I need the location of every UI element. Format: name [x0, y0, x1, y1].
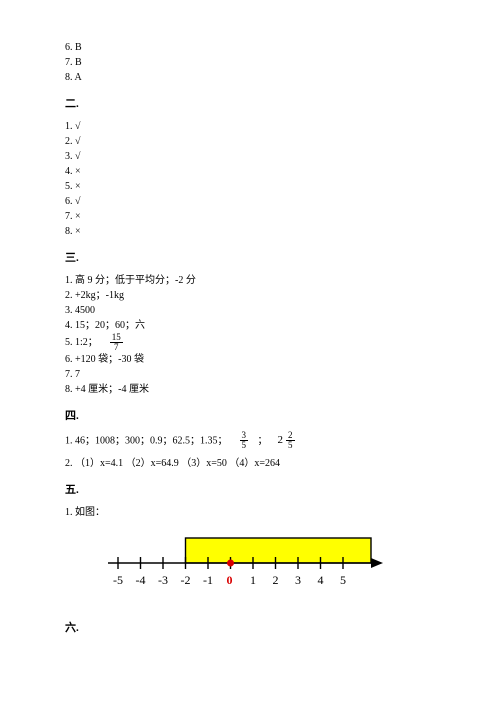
svg-text:-3: -3 [158, 573, 168, 587]
sec3-itemA-2: 3. 4500 [65, 303, 435, 318]
number-line-svg: -5 -4 -3 -2 -1 0 1 2 3 4 5 [100, 532, 395, 602]
sec3-itemB-0: 6. +120 袋；-30 袋 [65, 352, 435, 367]
sec3-item5: 5. 1:2； 15 7 [65, 333, 435, 352]
number-line: -5 -4 -3 -2 -1 0 1 2 3 4 5 [100, 532, 435, 605]
sec3-item5-prefix: 5. 1:2； [65, 337, 98, 348]
svg-text:2: 2 [273, 573, 279, 587]
sec3-itemA-3: 4. 15；20；60；六 [65, 318, 435, 333]
sec3-itemB-1: 7. 7 [65, 367, 435, 382]
top-answer-2: 8. A [65, 70, 435, 85]
svg-text:-2: -2 [181, 573, 191, 587]
sec5-line1: 1. 如图： [65, 505, 435, 520]
section-2-head: 二. [65, 95, 435, 111]
section-4-head: 四. [65, 407, 435, 423]
svg-text:3: 3 [295, 573, 301, 587]
sec4-frac1-den: 5 [240, 441, 249, 450]
sec4-line1: 1. 46；1008；300；0.9；62.5；1.35； 3 5 ； 2 2 … [65, 431, 435, 450]
svg-text:5: 5 [340, 573, 346, 587]
top-answer-0: 6. B [65, 40, 435, 55]
sec3-frac-den: 7 [110, 343, 123, 352]
sec3-itemB-2: 8. +4 厘米；-4 厘米 [65, 382, 435, 397]
sec2-item-3: 4. × [65, 164, 435, 179]
svg-text:4: 4 [318, 573, 324, 587]
sec4-frac1: 3 5 [240, 431, 249, 450]
sec2-item-2: 3. √ [65, 149, 435, 164]
sec4-line1-prefix: 1. 46；1008；300；0.9；62.5；1.35； [65, 435, 228, 446]
svg-text:0: 0 [227, 573, 233, 587]
section-6-head: 六. [65, 619, 435, 635]
svg-text:-4: -4 [136, 573, 146, 587]
sec4-mixed-den: 5 [286, 441, 295, 450]
section-5-head: 五. [65, 481, 435, 497]
svg-text:-5: -5 [113, 573, 123, 587]
sec2-item-5: 6. √ [65, 194, 435, 209]
sec2-item-6: 7. × [65, 209, 435, 224]
top-answer-1: 7. B [65, 55, 435, 70]
sec4-line2: 2. （1）x=4.1 （2）x=64.9 （3）x=50 （4）x=264 [65, 456, 435, 471]
sec4-sep: ； [258, 435, 268, 446]
sec2-item-1: 2. √ [65, 134, 435, 149]
svg-text:-1: -1 [203, 573, 213, 587]
sec3-frac: 15 7 [110, 333, 123, 352]
sec2-item-0: 1. √ [65, 119, 435, 134]
sec2-item-4: 5. × [65, 179, 435, 194]
sec3-itemA-1: 2. +2kg；-1kg [65, 288, 435, 303]
sec4-mixed: 2 2 5 [278, 431, 297, 450]
sec2-item-7: 8. × [65, 224, 435, 239]
section-3-head: 三. [65, 249, 435, 265]
sec3-itemA-0: 1. 高 9 分；低于平均分；-2 分 [65, 273, 435, 288]
sec4-mixed-frac: 2 5 [286, 431, 295, 450]
svg-text:1: 1 [250, 573, 256, 587]
sec4-mixed-whole: 2 [278, 432, 284, 449]
